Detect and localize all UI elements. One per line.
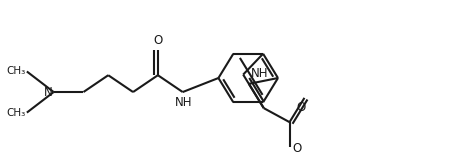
Text: CH₃: CH₃ [7,66,26,76]
Text: N: N [44,85,53,99]
Text: O: O [292,142,302,155]
Text: O: O [153,34,162,47]
Text: O: O [297,101,306,114]
Text: NH: NH [251,67,268,80]
Text: NH: NH [175,96,193,109]
Text: CH₃: CH₃ [7,108,26,118]
